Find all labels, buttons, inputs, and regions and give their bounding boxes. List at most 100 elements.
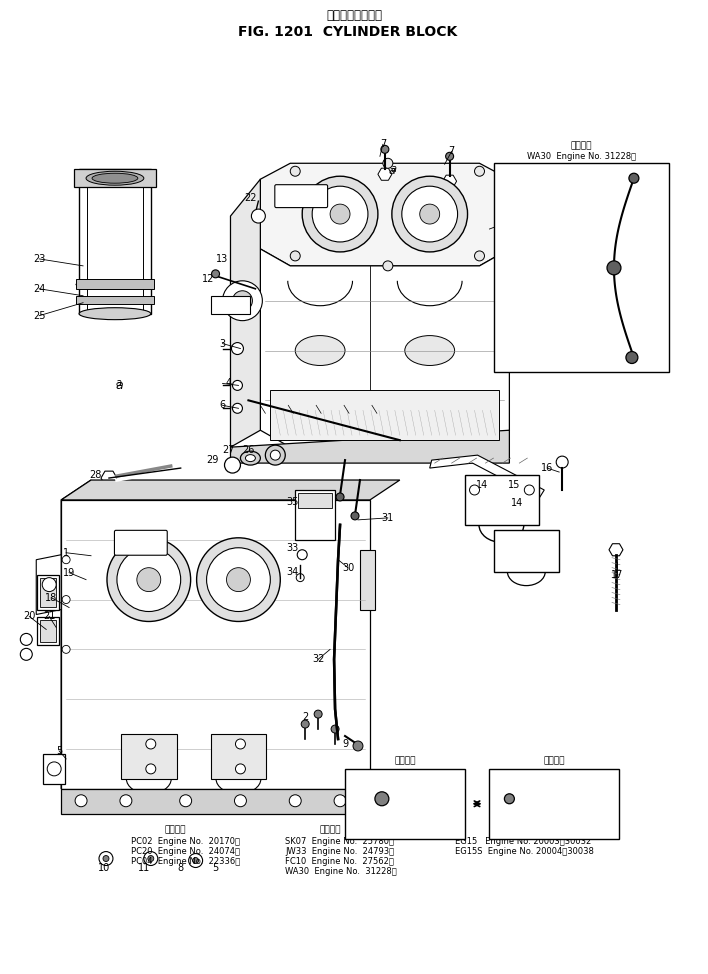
Circle shape bbox=[236, 739, 246, 749]
Circle shape bbox=[504, 794, 515, 804]
Text: WA30  Engine No.  31228～: WA30 Engine No. 31228～ bbox=[285, 867, 397, 876]
Text: 31: 31 bbox=[382, 513, 394, 523]
Polygon shape bbox=[231, 179, 261, 447]
FancyBboxPatch shape bbox=[115, 530, 167, 555]
Text: FIG. 1201  CYLINDER BLOCK: FIG. 1201 CYLINDER BLOCK bbox=[239, 24, 457, 39]
Circle shape bbox=[334, 795, 346, 806]
Bar bbox=[494, 164, 669, 372]
Circle shape bbox=[556, 456, 568, 468]
Circle shape bbox=[224, 457, 241, 473]
Text: EG15   Engine No. 20003～30032: EG15 Engine No. 20003～30032 bbox=[455, 837, 591, 846]
Circle shape bbox=[629, 173, 639, 183]
Text: FWD: FWD bbox=[287, 191, 315, 202]
Circle shape bbox=[445, 152, 454, 161]
Circle shape bbox=[270, 450, 280, 460]
Text: 3: 3 bbox=[219, 339, 226, 349]
Circle shape bbox=[62, 556, 70, 564]
Text: 1: 1 bbox=[63, 547, 69, 558]
Text: JW33  Engine No.  24793～: JW33 Engine No. 24793～ bbox=[285, 847, 394, 856]
Circle shape bbox=[62, 646, 70, 654]
Polygon shape bbox=[231, 431, 509, 463]
Text: 30: 30 bbox=[551, 323, 564, 334]
Ellipse shape bbox=[86, 171, 144, 185]
Text: 30: 30 bbox=[342, 563, 354, 573]
Circle shape bbox=[525, 485, 535, 495]
Bar bbox=[76, 296, 154, 304]
Circle shape bbox=[474, 251, 484, 261]
Circle shape bbox=[302, 176, 378, 252]
Text: 14: 14 bbox=[511, 498, 523, 507]
Text: 37: 37 bbox=[526, 787, 539, 797]
Circle shape bbox=[107, 538, 190, 621]
Circle shape bbox=[99, 851, 113, 866]
Text: 適用号機: 適用号機 bbox=[489, 825, 510, 834]
Circle shape bbox=[232, 381, 242, 391]
Text: 4: 4 bbox=[225, 379, 232, 389]
Polygon shape bbox=[61, 480, 400, 500]
Bar bbox=[295, 490, 335, 540]
Polygon shape bbox=[378, 169, 392, 180]
Text: SK07  Engine No.  25780～: SK07 Engine No. 25780～ bbox=[285, 837, 394, 846]
Text: 28: 28 bbox=[88, 470, 101, 480]
Text: 13: 13 bbox=[217, 254, 229, 264]
Circle shape bbox=[375, 792, 389, 805]
Circle shape bbox=[420, 205, 440, 224]
Circle shape bbox=[392, 176, 467, 252]
Bar bbox=[38, 575, 59, 610]
Circle shape bbox=[21, 633, 33, 646]
Ellipse shape bbox=[405, 336, 455, 365]
Circle shape bbox=[301, 720, 309, 728]
Circle shape bbox=[21, 649, 33, 660]
Polygon shape bbox=[609, 543, 623, 556]
Bar bbox=[40, 578, 56, 607]
Circle shape bbox=[120, 795, 132, 806]
Text: 11: 11 bbox=[137, 864, 150, 874]
Bar bbox=[210, 296, 251, 314]
Circle shape bbox=[312, 186, 368, 242]
Circle shape bbox=[525, 481, 533, 489]
Text: a: a bbox=[115, 379, 122, 392]
Circle shape bbox=[144, 851, 158, 866]
Polygon shape bbox=[442, 175, 457, 187]
Text: EG15S  Engine No. 20004～30038: EG15S Engine No. 20004～30038 bbox=[455, 847, 593, 856]
Circle shape bbox=[146, 739, 156, 749]
Circle shape bbox=[521, 477, 537, 493]
Text: WA30  Engine No. 31228－: WA30 Engine No. 31228－ bbox=[527, 152, 636, 161]
Bar bbox=[43, 754, 65, 784]
Text: 38: 38 bbox=[541, 238, 554, 248]
Text: 9: 9 bbox=[342, 739, 348, 749]
Text: 7: 7 bbox=[448, 146, 455, 156]
Text: 32: 32 bbox=[312, 655, 324, 664]
Text: 7: 7 bbox=[379, 139, 386, 149]
Bar bbox=[210, 734, 266, 779]
Circle shape bbox=[353, 741, 363, 751]
Polygon shape bbox=[61, 500, 370, 789]
Bar bbox=[360, 549, 375, 610]
Text: 17: 17 bbox=[611, 570, 623, 580]
Circle shape bbox=[402, 186, 457, 242]
Text: 21: 21 bbox=[43, 612, 55, 621]
Circle shape bbox=[232, 291, 252, 311]
Circle shape bbox=[234, 795, 246, 806]
Circle shape bbox=[180, 795, 192, 806]
Polygon shape bbox=[101, 471, 117, 485]
Text: 12: 12 bbox=[202, 274, 215, 283]
Bar bbox=[489, 768, 619, 839]
Text: 34: 34 bbox=[286, 567, 298, 577]
Ellipse shape bbox=[79, 308, 151, 319]
Circle shape bbox=[330, 205, 350, 224]
Circle shape bbox=[75, 795, 87, 806]
Text: FWD: FWD bbox=[127, 538, 154, 547]
Circle shape bbox=[383, 261, 393, 271]
Circle shape bbox=[42, 578, 56, 591]
Circle shape bbox=[290, 167, 300, 176]
Circle shape bbox=[266, 445, 285, 466]
Text: 37: 37 bbox=[382, 787, 394, 797]
Ellipse shape bbox=[92, 173, 138, 183]
Circle shape bbox=[351, 512, 359, 520]
Bar bbox=[494, 530, 559, 572]
Bar bbox=[74, 169, 156, 187]
Circle shape bbox=[469, 485, 479, 495]
Bar bbox=[38, 618, 59, 646]
Ellipse shape bbox=[246, 455, 256, 462]
